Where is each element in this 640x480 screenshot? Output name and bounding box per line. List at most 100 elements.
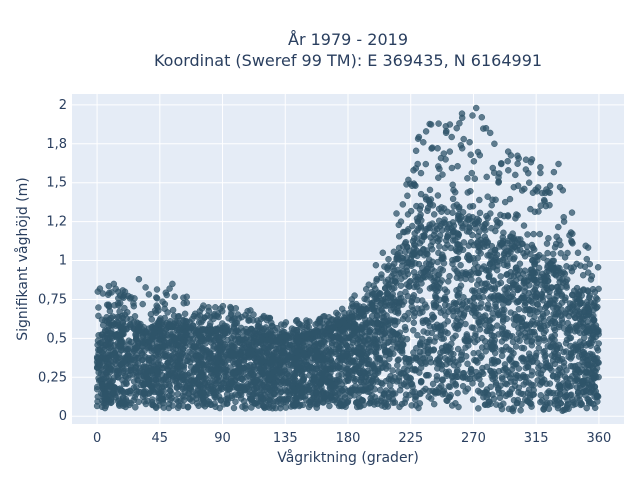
scatter-point	[420, 328, 427, 335]
scatter-point	[315, 391, 322, 398]
chart-subtitle: Koordinat (Sweref 99 TM): E 369435, N 61…	[154, 51, 542, 70]
scatter-point	[133, 319, 141, 326]
scatter-point	[326, 402, 333, 410]
scatter-point	[367, 395, 374, 402]
scatter-point	[454, 373, 462, 381]
scatter-point	[178, 352, 185, 360]
scatter-point	[462, 388, 469, 395]
scatter-point	[370, 282, 377, 289]
scatter-point	[550, 168, 558, 176]
scatter-point	[508, 385, 516, 393]
scatter-point	[569, 240, 576, 247]
scatter-point	[463, 304, 470, 311]
scatter-point	[384, 264, 391, 271]
scatter-point-extreme	[472, 104, 480, 112]
scatter-point	[131, 313, 139, 320]
scatter-point-extreme	[446, 148, 454, 155]
scatter-point	[128, 364, 135, 371]
scatter-point	[567, 342, 574, 350]
scatter-point-extreme	[486, 129, 494, 137]
scatter-point	[259, 357, 267, 364]
scatter-point	[572, 308, 579, 316]
scatter-point	[145, 380, 153, 388]
scatter-point	[509, 338, 517, 346]
scatter-point	[247, 379, 255, 386]
scatter-point	[412, 147, 420, 155]
scatter-point	[530, 230, 537, 238]
scatter-point	[484, 238, 492, 246]
scatter-point	[454, 366, 461, 374]
scatter-point	[406, 391, 413, 399]
scatter-point	[558, 291, 566, 298]
scatter-point	[423, 247, 431, 254]
scatter-point	[520, 222, 528, 229]
scatter-point	[510, 183, 518, 191]
scatter-point	[589, 365, 597, 372]
scatter-point-extreme	[537, 163, 544, 171]
scatter-point	[238, 346, 246, 354]
scatter-point	[449, 219, 457, 226]
scatter-point	[506, 255, 514, 262]
scatter-point	[316, 361, 323, 368]
scatter-point	[475, 405, 482, 412]
scatter-point	[360, 368, 367, 376]
scatter-point	[457, 219, 465, 227]
scatter-point	[488, 201, 495, 209]
scatter-point	[512, 316, 520, 323]
scatter-point	[582, 392, 589, 399]
scatter-point	[236, 336, 243, 343]
scatter-point	[578, 292, 585, 299]
scatter-point	[518, 344, 526, 352]
scatter-point	[352, 376, 360, 383]
scatter-point	[416, 309, 423, 317]
scatter-point	[227, 351, 235, 359]
scatter-point	[535, 344, 543, 352]
scatter-point	[199, 361, 207, 368]
scatter-point	[321, 368, 328, 375]
scatter-point	[538, 379, 546, 386]
scatter-point	[455, 290, 463, 297]
scatter-point	[452, 400, 459, 407]
scatter-point	[205, 365, 212, 373]
scatter-point	[524, 355, 532, 363]
scatter-point	[431, 228, 438, 235]
scatter-point	[207, 401, 215, 409]
scatter-point	[408, 258, 416, 266]
scatter-point	[485, 398, 493, 405]
scatter-point-extreme	[588, 272, 596, 280]
scatter-point	[161, 343, 169, 350]
scatter-point-extreme	[96, 285, 104, 292]
scatter-point	[242, 405, 249, 412]
scatter-point	[145, 291, 153, 298]
scatter-point	[493, 401, 500, 408]
scatter-point	[426, 336, 433, 344]
scatter-point	[550, 310, 557, 318]
scatter-point	[358, 306, 366, 313]
scatter-point	[394, 357, 402, 364]
scatter-point	[333, 309, 340, 317]
scatter-point	[155, 307, 162, 314]
scatter-point	[430, 400, 438, 408]
scatter-point	[232, 305, 240, 312]
scatter-point	[356, 360, 363, 368]
scatter-point	[501, 254, 508, 262]
scatter-point	[452, 332, 459, 340]
scatter-point	[489, 277, 497, 285]
scatter-point	[327, 394, 335, 402]
scatter-point	[329, 365, 337, 373]
scatter-point	[404, 192, 411, 200]
scatter-point	[519, 292, 527, 300]
scatter-point	[429, 380, 437, 388]
scatter-point	[514, 160, 521, 167]
scatter-point	[508, 353, 515, 360]
scatter-point	[130, 302, 138, 310]
scatter-point	[209, 384, 217, 392]
scatter-point	[495, 280, 502, 288]
scatter-point	[551, 244, 559, 251]
scatter-point	[208, 339, 215, 346]
scatter-point	[337, 335, 345, 343]
scatter-point	[367, 343, 374, 350]
scatter-point	[503, 284, 511, 291]
scatter-point	[337, 345, 344, 353]
